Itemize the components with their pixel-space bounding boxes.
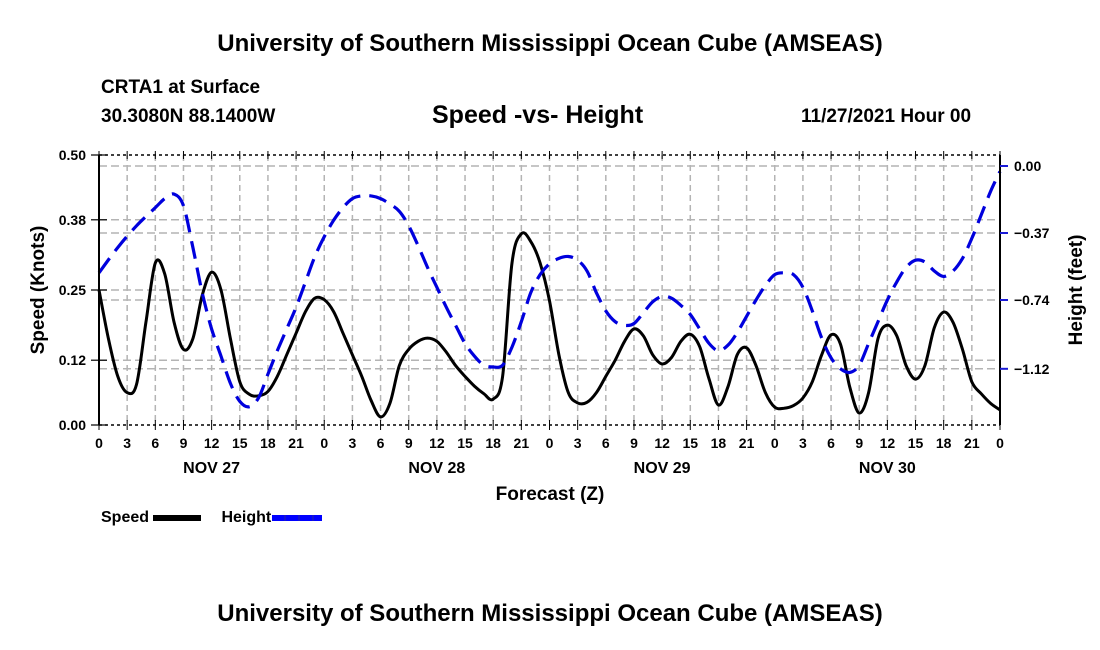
y2-tick-label: 0.00 xyxy=(1014,158,1041,174)
x-tick-label: 9 xyxy=(630,435,638,451)
x-tick-label: 9 xyxy=(855,435,863,451)
x-tick-label: 18 xyxy=(711,435,727,451)
x-tick-label: 15 xyxy=(908,435,924,451)
x-tick-label: 0 xyxy=(95,435,103,451)
series-layer xyxy=(97,170,1002,419)
chart-title: Speed -vs- Height xyxy=(432,101,644,129)
y-tick-label: 0.50 xyxy=(59,147,86,163)
legend-swatch-speed xyxy=(153,515,202,521)
legend-label-speed: Speed xyxy=(101,509,150,526)
y2-tick-label: −0.74 xyxy=(1014,292,1050,308)
y-tick-label: 0.00 xyxy=(59,417,86,433)
x-tick-label: 12 xyxy=(429,435,445,451)
legend-item-height: Height xyxy=(221,509,323,527)
x-tick-label: 3 xyxy=(799,435,807,451)
footer-title: University of Southern Mississippi Ocean… xyxy=(217,600,883,627)
x-tick-label: 21 xyxy=(739,435,755,451)
coordinates-label: 30.3080N 88.1400W xyxy=(101,106,276,127)
x-tick-label: 9 xyxy=(180,435,188,451)
x-tick-label: 18 xyxy=(260,435,276,451)
grid xyxy=(99,155,1000,425)
x-tick-label: 6 xyxy=(151,435,159,451)
series-line-height xyxy=(97,170,1002,409)
legend: Speed Height xyxy=(101,509,338,527)
x-tick-label: 18 xyxy=(485,435,501,451)
y2-tick-label: −1.12 xyxy=(1014,361,1050,377)
x-tick-label: 12 xyxy=(880,435,896,451)
y2-tick-label: −0.37 xyxy=(1014,225,1050,241)
x-tick-label: 15 xyxy=(682,435,698,451)
x-tick-label: 21 xyxy=(964,435,980,451)
tick-labels: 0 3 6 9 12 15 18 21 0 3 6 9 12 15 18 21 0 3 6 9 12 15 18 21 0 3 6 9… xyxy=(59,147,1050,477)
x-tick-label: 3 xyxy=(574,435,582,451)
y-tick-label: 0.25 xyxy=(59,282,86,298)
x-tick-label: 21 xyxy=(514,435,530,451)
x-tick-label: 21 xyxy=(288,435,304,451)
x-tick-label: 3 xyxy=(123,435,131,451)
x-tick-label: 6 xyxy=(827,435,835,451)
x-tick-label: 6 xyxy=(377,435,385,451)
x-axis-label: Forecast (Z) xyxy=(496,484,605,505)
day-label: NOV 27 xyxy=(183,460,240,477)
x-tick-label: 12 xyxy=(204,435,220,451)
x-tick-label: 18 xyxy=(936,435,952,451)
station-label: CRTA1 at Surface xyxy=(101,77,261,98)
main-title: University of Southern Mississippi Ocean… xyxy=(217,30,883,57)
y-tick-label: 0.38 xyxy=(59,212,86,228)
x-tick-label: 0 xyxy=(996,435,1004,451)
y-axis-label: Speed (Knots) xyxy=(28,226,49,355)
y2-axis-label: Height (feet) xyxy=(1066,235,1087,346)
run-time-label: 11/27/2021 Hour 00 xyxy=(801,106,972,127)
x-tick-label: 15 xyxy=(232,435,248,451)
legend-swatch-height xyxy=(272,515,323,521)
day-label: NOV 30 xyxy=(859,460,916,477)
legend-label-height: Height xyxy=(221,509,272,526)
day-label: NOV 29 xyxy=(634,460,691,477)
day-label: NOV 28 xyxy=(408,460,465,477)
x-tick-label: 9 xyxy=(405,435,413,451)
x-tick-label: 0 xyxy=(771,435,779,451)
x-tick-label: 12 xyxy=(654,435,670,451)
y-tick-label: 0.12 xyxy=(59,352,86,368)
axes xyxy=(91,151,1008,430)
x-tick-label: 0 xyxy=(320,435,328,451)
x-tick-label: 15 xyxy=(457,435,473,451)
x-tick-label: 3 xyxy=(349,435,357,451)
x-tick-label: 0 xyxy=(546,435,554,451)
legend-item-speed: Speed xyxy=(101,509,202,527)
series-line-speed xyxy=(97,231,1001,419)
x-tick-label: 6 xyxy=(602,435,610,451)
